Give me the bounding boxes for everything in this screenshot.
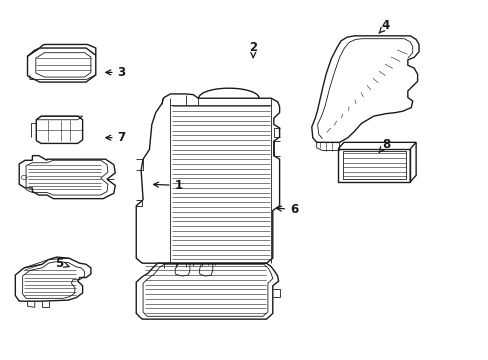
Text: 1: 1: [153, 179, 183, 192]
Text: 4: 4: [378, 19, 389, 33]
Text: 7: 7: [105, 131, 125, 144]
Text: 6: 6: [276, 203, 298, 216]
Text: 8: 8: [378, 138, 389, 153]
Text: 2: 2: [249, 41, 257, 58]
Text: 5: 5: [55, 257, 69, 270]
Text: 3: 3: [105, 66, 125, 79]
